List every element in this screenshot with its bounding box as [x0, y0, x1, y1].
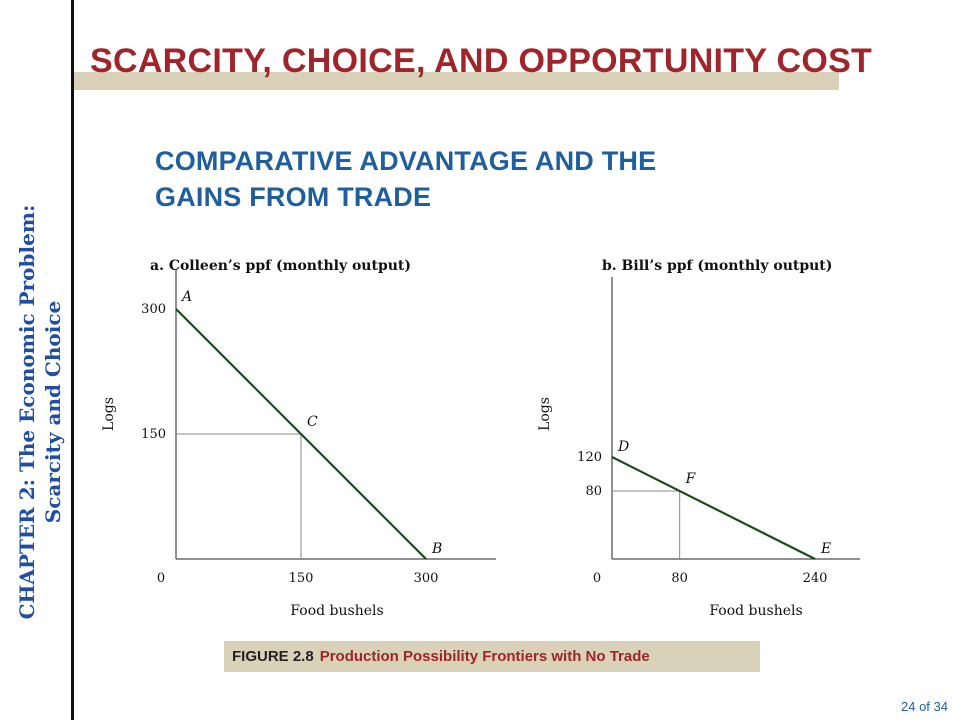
panel-2-x-tick-label: 80 [671, 571, 688, 586]
panel-1-title: a. Colleen’s ppf (monthly output) [150, 258, 411, 274]
panel-1-point-label-c: C [307, 414, 318, 430]
panel-2-title: b. Bill’s ppf (monthly output) [602, 258, 832, 274]
left-vertical-rule [71, 0, 74, 720]
panel-2-y-axis-label: Logs [537, 397, 553, 431]
panel-1-frontier-line [175, 308, 427, 560]
page-number: 24 of 34 [901, 699, 948, 714]
panel-2-frontier-line [611, 456, 816, 560]
panel-1-x-tick-label: 150 [289, 571, 314, 586]
panel-2-y-tick-label: 80 [585, 484, 602, 499]
panel-1-y-tick-label: 150 [141, 427, 166, 442]
panel-1-x-tick-label: 300 [414, 571, 439, 586]
panel-1-x-axis-label: Food bushels [290, 603, 383, 619]
panel-1-x-tick-label: 0 [157, 571, 165, 586]
panel-1-y-tick-label: 300 [141, 302, 166, 317]
panel-2-point-label-e: E [820, 541, 831, 557]
figure-caption-text: Production Possibility Frontiers with No… [319, 648, 650, 665]
panel-2-point-label-d: D [617, 439, 629, 455]
panel-2-x-axis-label: Food bushels [709, 603, 802, 619]
panel-1-point-label-a: A [180, 289, 192, 305]
panel-1-point-label-b: B [431, 541, 442, 557]
panel-1-y-axis-label: Logs [101, 397, 117, 431]
title-underline-band [74, 72, 839, 90]
figure-number: FIGURE 2.8 [232, 648, 314, 665]
figure-caption: FIGURE 2.8 Production Possibility Frontie… [224, 641, 760, 672]
panel-2-x-tick-label: 240 [803, 571, 828, 586]
subtitle-line2: GAINS FROM TRADE [155, 182, 432, 212]
panel-2-x-tick-label: 0 [593, 571, 601, 586]
panel-2-point-label-f: F [685, 471, 697, 487]
panel-2-y-tick-label: 120 [577, 450, 602, 465]
slide-title: SCARCITY, CHOICE, AND OPPORTUNITY COST [90, 42, 873, 80]
section-subtitle: COMPARATIVE ADVANTAGE AND THE GAINS FROM… [155, 143, 656, 215]
ppf-charts: a. Colleen’s ppf (monthly output) Logs Foo… [101, 258, 860, 619]
subtitle-line1: COMPARATIVE ADVANTAGE AND THE [155, 146, 657, 176]
